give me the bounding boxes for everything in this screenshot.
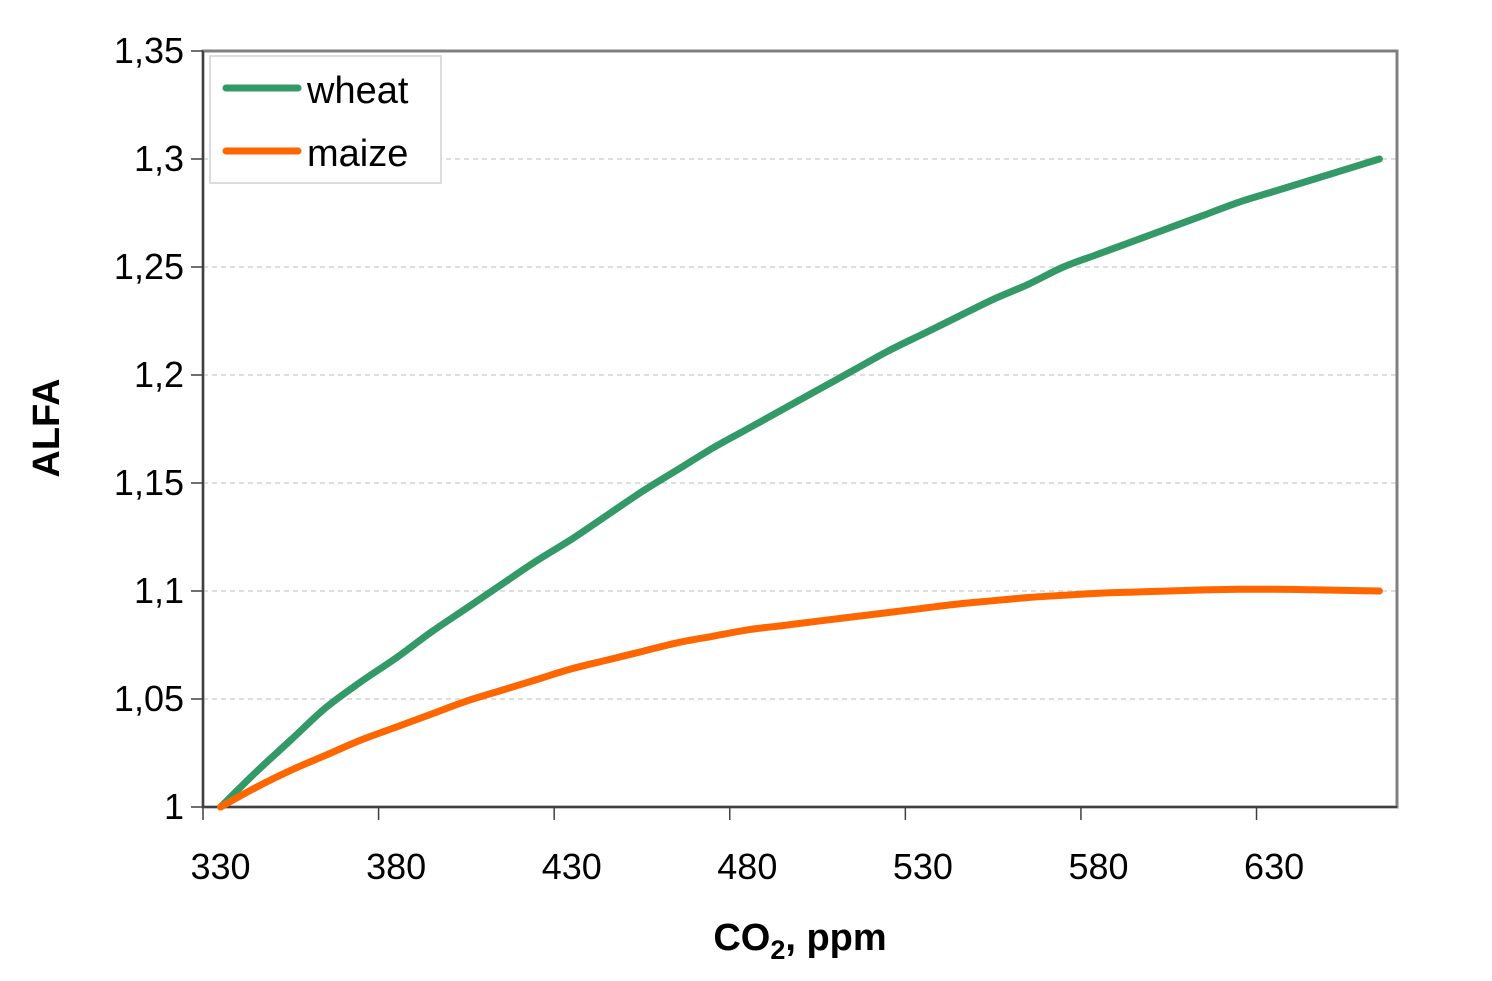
- y-tick-label: 1,1: [134, 570, 184, 611]
- x-tick-label: 380: [366, 846, 426, 887]
- x-tick-label: 580: [1068, 846, 1128, 887]
- y-tick-label: 1,2: [134, 354, 184, 395]
- y-tick-label: 1,3: [134, 138, 184, 179]
- y-tick-label: 1,25: [114, 246, 184, 287]
- series-line-wheat: [217, 155, 1383, 811]
- series-line-maize: [217, 585, 1383, 811]
- x-tick-label: 430: [542, 846, 602, 887]
- y-tick-label: 1,05: [114, 678, 184, 719]
- y-axis-title: ALFA: [26, 378, 68, 477]
- x-axis-title-main: CO: [713, 917, 770, 959]
- series-lines: [217, 155, 1383, 811]
- x-tick-label: 330: [191, 846, 251, 887]
- x-axis-ticks: 330 380 430 480 530 580 630: [191, 807, 1304, 887]
- y-tick-label: 1,15: [114, 462, 184, 503]
- legend-label-maize: maize: [307, 133, 408, 175]
- gridlines: [203, 158, 1397, 700]
- y-tick-label: 1: [164, 786, 184, 827]
- x-tick-label: 630: [1244, 846, 1304, 887]
- x-tick-label: 530: [893, 846, 953, 887]
- x-tick-label: 480: [717, 846, 777, 887]
- legend: wheat maize: [209, 55, 442, 184]
- legend-label-wheat: wheat: [306, 70, 409, 112]
- legend-box: [209, 55, 442, 184]
- y-axis-ticks: 1 1,05 1,1 1,15 1,2 1,25 1,3 1,35: [114, 30, 203, 827]
- x-axis-title-subscript: 2: [770, 935, 785, 965]
- x-axis-title: CO2, ppm: [713, 917, 886, 965]
- x-axis-title-suffix: , ppm: [785, 917, 886, 959]
- y-tick-label: 1,35: [114, 30, 184, 71]
